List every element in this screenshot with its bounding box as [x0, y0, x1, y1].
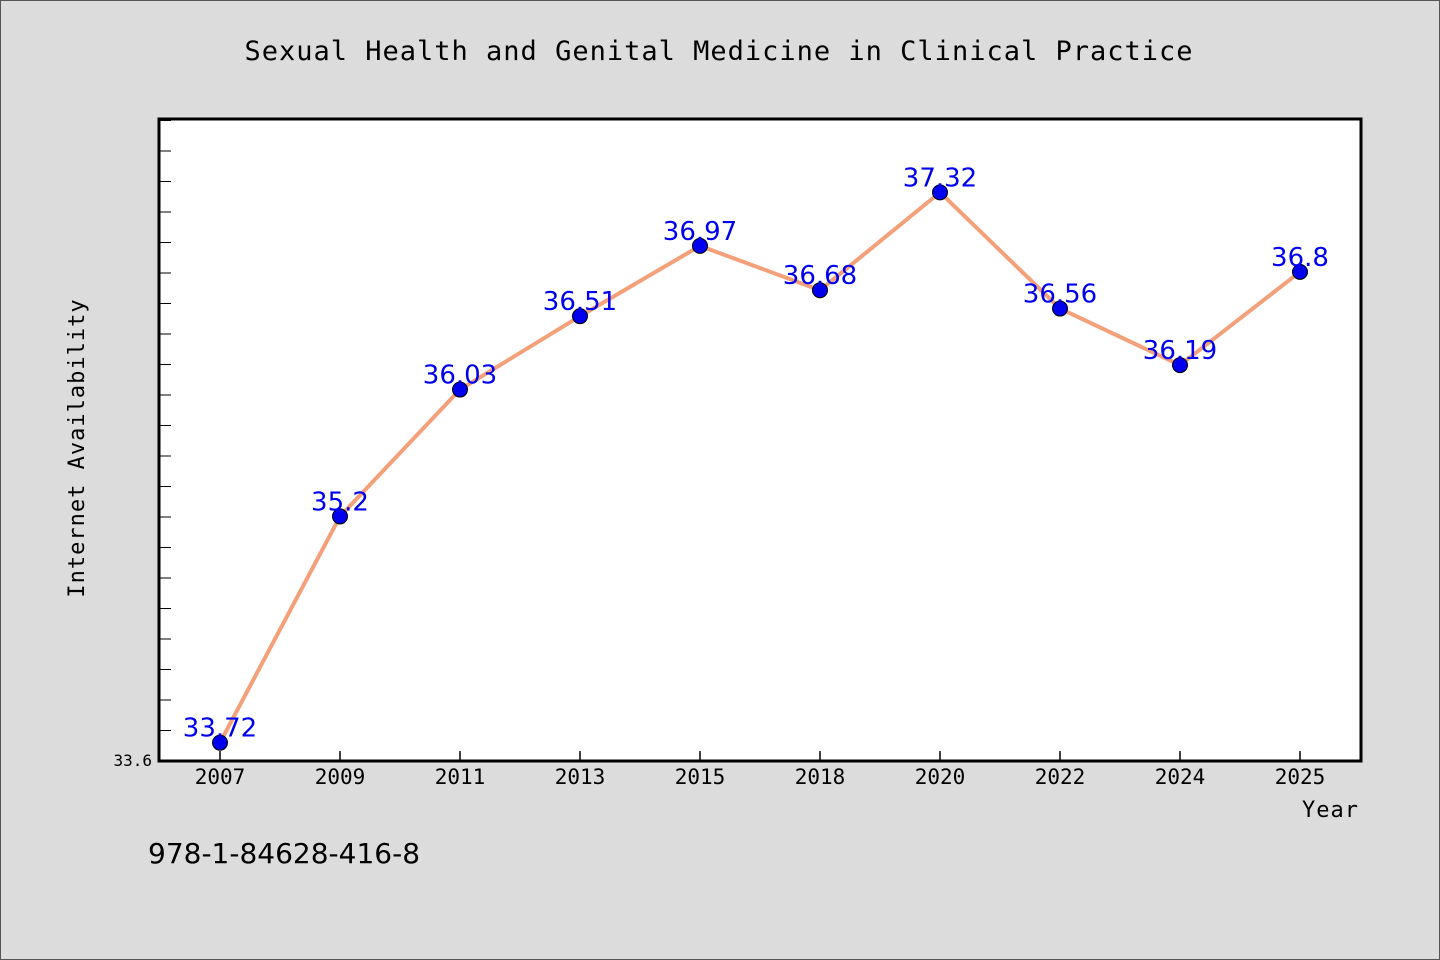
- x-tick-label: 2020: [915, 765, 966, 789]
- x-tick-label: 2024: [1155, 765, 1206, 789]
- data-point: [572, 308, 588, 325]
- data-label: 37.32: [903, 163, 977, 193]
- series-group: 33.72 35.2 36.03 36.51 36.97 36.68 37.32 36.56 3…: [183, 163, 1329, 751]
- y-axis-ticks: [159, 120, 171, 731]
- x-tick-label: 2015: [675, 765, 726, 789]
- x-tick-label: 2025: [1275, 765, 1326, 789]
- chart-title: Sexual Health and Genital Medicine in Cl…: [244, 36, 1193, 67]
- y-axis-min-label: 33.6: [113, 751, 152, 770]
- x-tick-label: 2011: [435, 765, 486, 789]
- x-tick-label: 2009: [315, 765, 366, 789]
- data-label: 36.97: [663, 217, 737, 247]
- data-point: [452, 381, 468, 398]
- x-tick-label: 2013: [555, 765, 606, 789]
- data-label: 36.56: [1023, 280, 1097, 310]
- data-label: 36.51: [543, 287, 617, 317]
- x-axis-ticks: 2007 2009 2011 2013 2015 2018 2020 2022 2024 2025: [195, 751, 1326, 789]
- data-point: [692, 237, 708, 254]
- data-point: [1172, 357, 1188, 374]
- data-label: 33.72: [183, 714, 257, 744]
- x-tick-label: 2007: [195, 765, 246, 789]
- data-point: [332, 508, 348, 525]
- data-point: [212, 734, 228, 751]
- data-point: [812, 282, 828, 299]
- data-label: 36.03: [423, 361, 497, 391]
- series-line: [218, 190, 1302, 744]
- data-label: 35.2: [311, 487, 369, 517]
- x-axis-label: Year: [1302, 798, 1359, 823]
- isbn-label: 978-1-84628-416-8: [148, 837, 420, 870]
- x-tick-label: 2018: [795, 765, 846, 789]
- data-point: [1292, 263, 1308, 280]
- data-label: 36.8: [1271, 243, 1329, 273]
- x-tick-label: 2022: [1035, 765, 1086, 789]
- y-axis-label: Internet Availability: [65, 298, 90, 597]
- data-point: [932, 184, 948, 201]
- data-point: [1052, 300, 1068, 317]
- data-label: 36.68: [783, 261, 857, 291]
- plot-area: [157, 117, 1363, 763]
- data-label: 36.19: [1143, 336, 1217, 366]
